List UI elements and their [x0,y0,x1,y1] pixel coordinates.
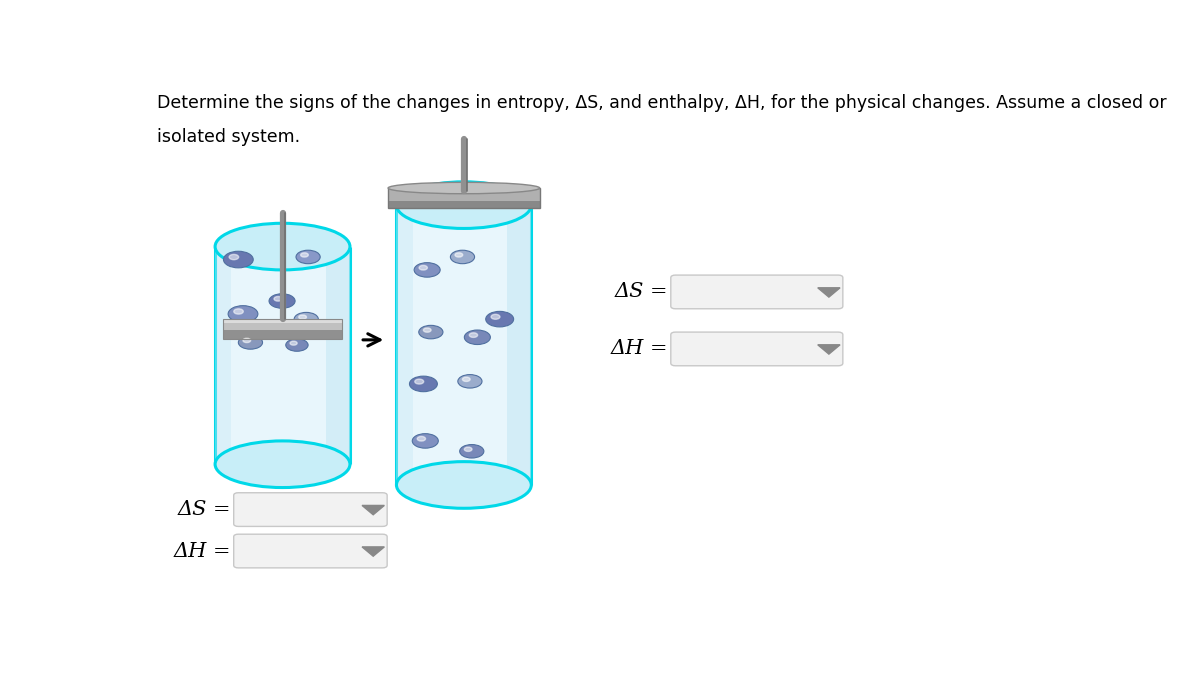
Ellipse shape [396,462,532,508]
Circle shape [296,250,320,264]
Circle shape [455,253,463,257]
FancyBboxPatch shape [396,205,532,485]
Circle shape [418,436,426,441]
Polygon shape [817,288,840,297]
FancyBboxPatch shape [234,493,388,526]
Circle shape [486,312,514,327]
Circle shape [491,314,500,319]
Ellipse shape [215,223,350,270]
Circle shape [269,293,295,308]
Circle shape [242,339,251,343]
Ellipse shape [215,441,350,487]
Text: ΔH =: ΔH = [611,339,668,359]
Circle shape [234,309,244,314]
FancyBboxPatch shape [223,324,342,330]
FancyBboxPatch shape [396,205,413,485]
Ellipse shape [396,182,532,228]
Circle shape [415,379,424,384]
Circle shape [458,375,482,388]
Circle shape [469,332,478,337]
Polygon shape [362,547,384,556]
Text: Determine the signs of the changes in entropy, ΔS, and enthalpy, ΔH, for the phy: Determine the signs of the changes in en… [157,94,1168,112]
Circle shape [301,253,308,257]
Circle shape [414,262,440,277]
FancyBboxPatch shape [671,332,842,366]
Circle shape [424,328,431,332]
Polygon shape [362,505,384,515]
Circle shape [294,312,318,326]
Circle shape [290,341,298,345]
FancyBboxPatch shape [223,330,342,339]
FancyBboxPatch shape [325,246,350,464]
Circle shape [286,339,308,351]
FancyBboxPatch shape [508,205,532,485]
FancyBboxPatch shape [215,246,350,464]
Circle shape [464,330,491,345]
Text: ΔS =: ΔS = [614,283,668,302]
Circle shape [228,306,258,322]
Text: ΔH =: ΔH = [174,542,230,561]
FancyBboxPatch shape [388,188,540,201]
Circle shape [223,251,253,268]
Circle shape [462,377,470,382]
Circle shape [460,445,484,458]
Ellipse shape [388,182,540,194]
Circle shape [464,447,472,452]
Circle shape [450,250,474,264]
FancyBboxPatch shape [215,246,232,464]
FancyBboxPatch shape [388,201,540,208]
Polygon shape [817,345,840,354]
Circle shape [409,376,437,392]
FancyBboxPatch shape [234,534,388,568]
Circle shape [419,265,427,270]
Circle shape [239,336,263,349]
Text: isolated system.: isolated system. [157,129,300,147]
FancyBboxPatch shape [671,275,842,309]
Circle shape [413,433,438,448]
FancyBboxPatch shape [223,320,342,324]
Circle shape [229,254,239,260]
Circle shape [299,315,306,319]
Circle shape [419,325,443,339]
Text: ΔS =: ΔS = [178,500,230,519]
Circle shape [274,297,282,301]
